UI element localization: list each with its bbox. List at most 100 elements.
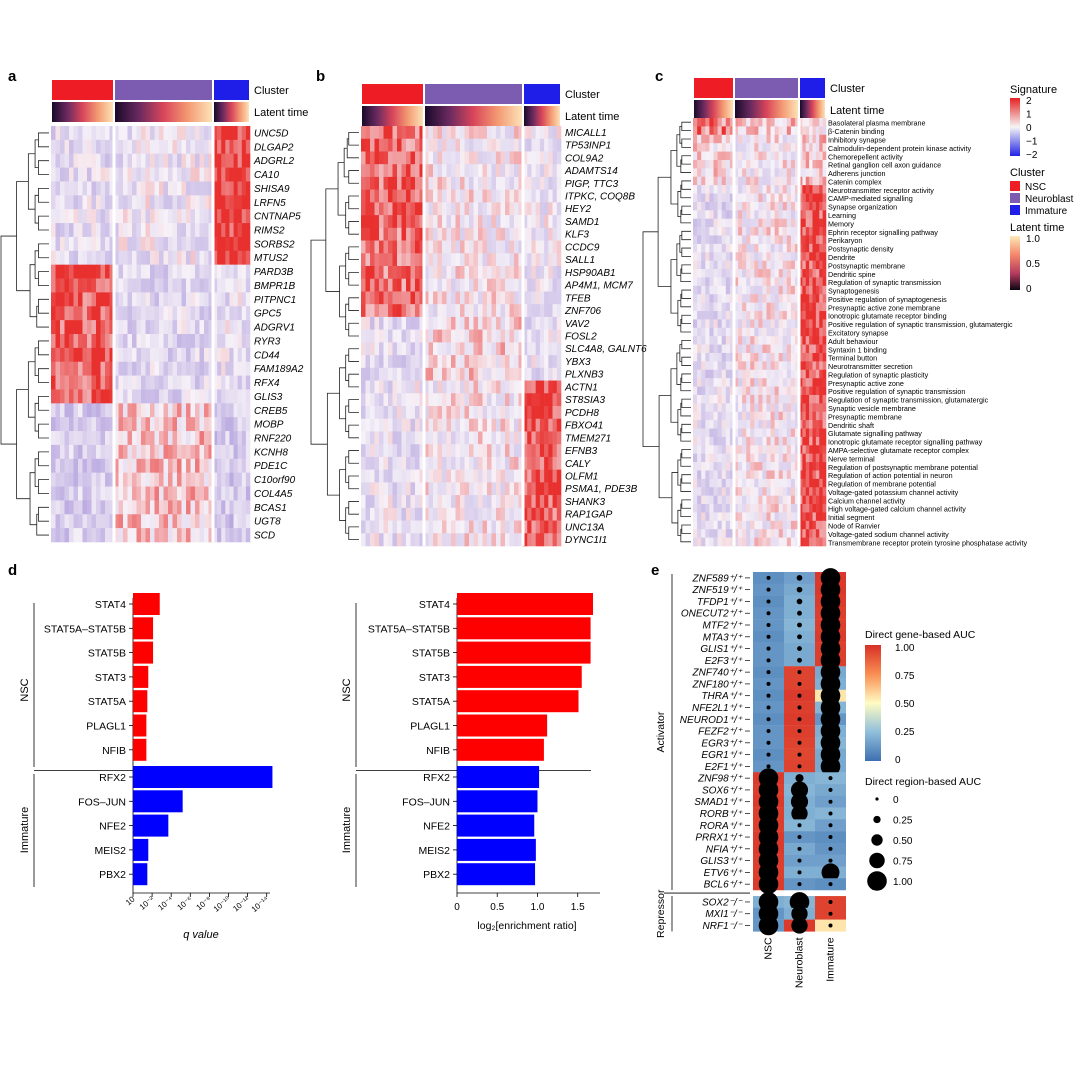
a-cell [204,375,209,390]
a-cell [208,195,214,210]
b-cell [455,253,461,267]
c-cell [754,487,759,496]
b-cell [374,240,380,254]
b-cell [379,380,384,394]
c-cell [766,512,771,522]
c-cell [786,487,792,496]
b-cell [379,520,384,534]
c-cell [697,462,702,471]
a-cell [177,181,182,196]
c-cell [786,336,792,345]
a-cell [204,444,209,460]
a-cell [109,334,115,349]
b-cell [442,533,447,547]
a-cell [96,347,101,363]
a-cell [199,264,205,279]
c-cell [799,394,803,404]
b-cell [401,316,407,330]
a-cell [204,292,209,307]
c-cell [721,369,727,379]
c-cell [822,311,827,320]
c-cell [738,436,743,446]
a-cell [78,403,83,418]
a-cell [213,486,218,501]
b-cell [446,266,452,280]
b-cell [433,406,438,420]
b-cell [428,240,434,254]
a-cell [168,278,173,293]
b-cell [523,342,528,356]
c-cell [786,235,792,245]
b-cell [518,533,524,547]
c-cell [809,495,813,505]
a-latent-nsc [52,102,113,122]
b-cell [370,533,375,547]
b-cell [478,278,483,292]
c-cell [738,227,743,236]
b-cell [500,495,506,509]
a-cell [141,306,146,321]
a-cell [73,126,79,141]
c-cell [786,537,792,547]
c-cell [734,227,739,236]
c-cell [794,344,800,354]
a-cell [225,167,230,182]
b-cell [482,482,488,496]
a-cell [96,195,101,210]
b-cell [410,406,416,420]
a-cell [136,528,142,543]
c-cell [701,495,706,505]
c-cell [762,537,767,547]
c-cell [705,185,710,194]
a-cell [105,181,110,196]
a-cell [163,223,169,238]
a-cell [141,153,146,168]
c-cell [713,294,718,303]
a-cell [221,514,226,529]
b-cell [401,138,407,152]
c-cell [766,487,771,496]
c-cell [717,470,722,480]
a-cell [221,375,226,390]
c-cell [693,436,698,446]
b-cell [500,406,506,420]
a-cell [136,320,142,335]
b-cell [552,202,558,216]
a-cell [136,417,142,432]
c-cell [705,462,710,471]
signature-colorbar [1010,98,1020,156]
a-row-label: UGT8 [254,517,281,528]
b-row-label: ADAMTS14 [564,166,618,177]
a-cell [154,209,160,224]
b-cell [460,367,465,381]
a-cell [123,375,128,390]
b-cell [473,431,479,445]
c-cell [762,394,767,404]
b-cell [487,418,492,432]
b-cell [410,189,416,203]
a-cell [190,528,196,543]
c-cell [770,420,775,429]
b-cell [433,355,438,369]
c-cell [746,243,751,253]
a-latent-immature [214,102,249,122]
c-cell [734,294,739,303]
c-cell [815,235,820,245]
a-cell [150,361,155,376]
c-cell [758,176,763,186]
c-cell [805,537,810,547]
b-cell [419,278,425,292]
c-cell [782,302,788,312]
b-cell [556,227,562,241]
b-cell [523,393,528,407]
a-cell [136,153,142,168]
b-cell [478,355,483,369]
a-cell [87,223,92,238]
b-row-label: AP4M1, MCM7 [564,281,633,292]
a-cell [132,139,137,155]
b-cell [544,482,549,496]
c-cell [746,201,751,211]
c-cell [709,487,714,496]
c-cell [822,487,827,496]
a-cell [186,361,191,376]
